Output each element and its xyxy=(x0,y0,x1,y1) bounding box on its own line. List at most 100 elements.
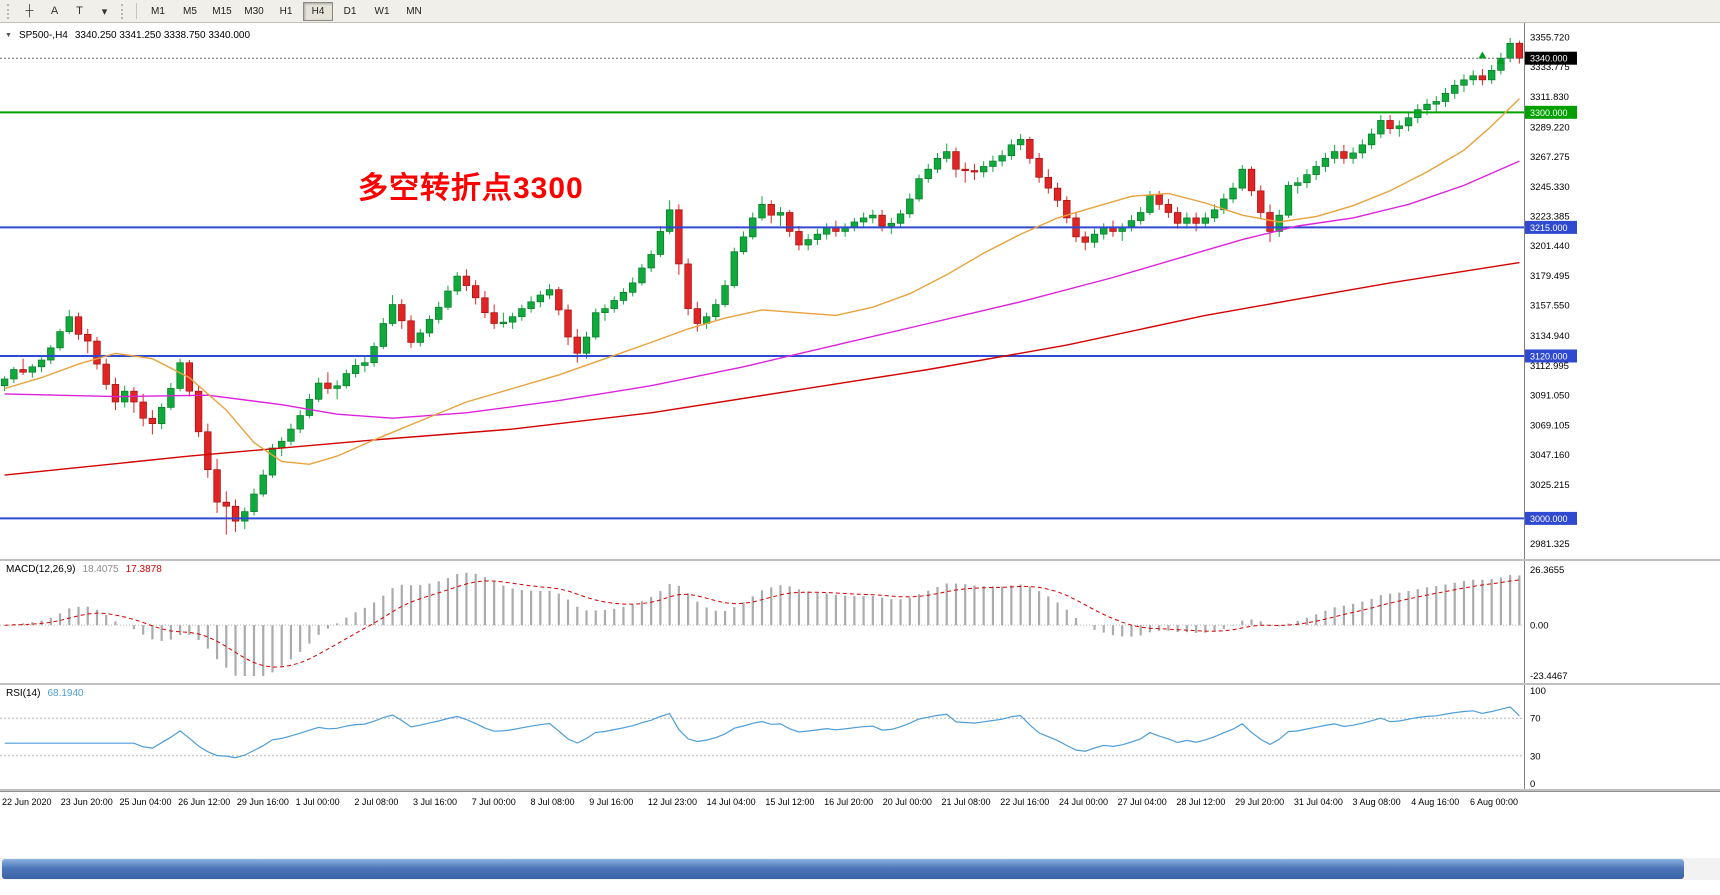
macd-axis-max: 26.3655 xyxy=(1530,565,1564,576)
time-label: 31 Jul 04:00 xyxy=(1293,797,1343,807)
time-axis[interactable]: 22 Jun 2020 23 Jun 20:00 25 Jun 04:00 26 Ju… xyxy=(0,791,1720,814)
price-tick: 3355.720 xyxy=(1530,32,1570,43)
time-label: 24 Jul 00:00 xyxy=(1058,797,1108,807)
time-label: 2 Jul 08:00 xyxy=(354,797,399,807)
horizontal-scrollbar-thumb[interactable] xyxy=(2,859,1684,879)
ma-mid-magenta xyxy=(4,160,1520,419)
time-label: 4 Aug 16:00 xyxy=(1411,797,1460,807)
price-tick: 3025.215 xyxy=(1530,480,1570,491)
time-label: 25 Jun 04:00 xyxy=(119,797,172,807)
rsi-header: RSI(14) 68.1940 xyxy=(6,688,84,699)
time-label: 29 Jun 16:00 xyxy=(236,797,289,807)
time-label: 23 Jun 20:00 xyxy=(60,797,113,807)
macd-axis-min: -23.4467 xyxy=(1530,671,1568,682)
text-tool-icon[interactable]: T xyxy=(76,5,83,17)
price-badge xyxy=(1525,105,1577,119)
price-badge-label: 3215.000 xyxy=(1530,223,1568,233)
time-label: 14 Jul 04:00 xyxy=(706,797,756,807)
price-tick: 3047.160 xyxy=(1530,450,1570,461)
ma-fast-orange xyxy=(4,98,1520,466)
text-label-tool-icon[interactable]: A xyxy=(50,5,59,17)
horizontal-scrollbar[interactable] xyxy=(0,858,1720,880)
chart-annotation: 多空转折点3300 xyxy=(358,172,584,205)
macd-label: MACD(12,26,9) xyxy=(6,564,76,575)
price-badge xyxy=(1525,220,1577,234)
rsi-axis-70: 70 xyxy=(1530,714,1541,725)
collapse-icon[interactable]: ▼ xyxy=(5,32,12,39)
timeframe-m5[interactable]: M5 xyxy=(183,5,197,17)
price-badge-label: 3340.000 xyxy=(1530,54,1568,64)
price-badge xyxy=(1525,349,1577,363)
toolbar-separator xyxy=(136,3,137,19)
price-tick: 2981.325 xyxy=(1530,539,1570,550)
time-label: 27 Jul 04:00 xyxy=(1117,797,1167,807)
toolbar-grip[interactable] xyxy=(7,3,13,19)
price-tick: 3289.220 xyxy=(1530,122,1570,133)
price-panel: 3355.720 3333.775 3311.830 3289.220 3267.275… xyxy=(0,23,1720,561)
time-label: 21 Jul 08:00 xyxy=(941,797,991,807)
time-label: 16 Jul 20:00 xyxy=(824,797,874,807)
price-tick: 3333.775 xyxy=(1530,62,1570,73)
price-badge-label: 3120.000 xyxy=(1530,351,1568,361)
timeframe-m30[interactable]: M30 xyxy=(244,5,264,17)
price-tick: 3267.275 xyxy=(1530,152,1570,163)
rsi-axis-0: 0 xyxy=(1530,779,1535,789)
price-tick: 3157.550 xyxy=(1530,301,1570,312)
ma-slow-red xyxy=(4,261,1520,476)
macd-header: MACD(12,26,9) 18.4075 17.3878 xyxy=(6,564,162,575)
time-label: 1 Jul 00:00 xyxy=(295,797,340,807)
time-label: 12 Jul 23:00 xyxy=(647,797,697,807)
rsi-axis-30: 30 xyxy=(1530,751,1541,762)
price-tick: 3069.105 xyxy=(1530,420,1570,431)
timeframe-w1[interactable]: W1 xyxy=(374,5,390,17)
time-label: 22 Jul 16:00 xyxy=(1000,797,1050,807)
time-label: 7 Jul 00:00 xyxy=(471,797,516,807)
macd-signal-value: 17.3878 xyxy=(125,564,162,575)
price-tick: 3134.940 xyxy=(1530,331,1570,342)
rsi-chart[interactable]: 100 70 30 0 xyxy=(0,685,1720,789)
timeframe-m1[interactable]: M1 xyxy=(151,5,165,17)
trade-arrow-icon xyxy=(1478,51,1487,59)
price-chart[interactable]: 3355.720 3333.775 3311.830 3289.220 3267.275… xyxy=(0,23,1720,559)
price-tick: 3245.330 xyxy=(1530,182,1570,193)
time-label: 6 Aug 00:00 xyxy=(1470,797,1519,807)
toolbar-grip-2[interactable] xyxy=(121,3,127,19)
time-label: 26 Jun 12:00 xyxy=(178,797,231,807)
macd-chart[interactable]: 26.3655 0.00 -23.4467 xyxy=(0,561,1720,683)
timeframe-m15[interactable]: M15 xyxy=(212,5,232,17)
rsi-value: 68.1940 xyxy=(47,688,84,699)
timeframe-mn[interactable]: MN xyxy=(406,5,422,17)
rsi-panel: 100 70 30 0 RSI(14) 68.1940 xyxy=(0,685,1720,791)
timeframe-d1[interactable]: D1 xyxy=(343,5,357,17)
toolbar: ┼ A T ▾ M1 M5 M15 M30 H1 H4 D1 W1 MN xyxy=(0,0,1720,23)
price-badge xyxy=(1525,51,1577,65)
time-label: 8 Jul 08:00 xyxy=(530,797,575,807)
price-badge-label: 3300.000 xyxy=(1530,108,1568,118)
macd-panel: 26.3655 0.00 -23.4467 MACD(12,26,9) 18.407… xyxy=(0,561,1720,685)
macd-main-value: 18.4075 xyxy=(82,564,119,575)
rsi-label: RSI(14) xyxy=(6,688,41,699)
timeframe-h4[interactable]: H4 xyxy=(303,1,333,21)
macd-axis-zero: 0.00 xyxy=(1530,621,1549,632)
price-tick: 3179.495 xyxy=(1530,271,1570,282)
time-label: 20 Jul 00:00 xyxy=(882,797,932,807)
time-label: 28 Jul 12:00 xyxy=(1176,797,1226,807)
price-tick: 3091.050 xyxy=(1530,391,1570,402)
macd-signal-line xyxy=(4,579,1520,668)
quote-ohlc: 3340.250 3341.250 3338.750 3340.000 xyxy=(74,30,251,41)
price-tick: 3201.440 xyxy=(1530,241,1570,252)
timeframe-h1[interactable]: H1 xyxy=(279,5,293,17)
time-label: 22 Jun 2020 xyxy=(2,797,52,807)
line-studies-toolbar: ┼ A T ▾ xyxy=(17,1,117,21)
time-label: 15 Jul 12:00 xyxy=(765,797,815,807)
price-badge-label: 3000.000 xyxy=(1530,514,1568,524)
quote-header: ▼ SP500-,H4 3340.250 3341.250 3338.750 3… xyxy=(5,30,250,41)
time-label: 3 Jul 16:00 xyxy=(413,797,458,807)
trade-arrow-icon xyxy=(1496,56,1505,64)
rsi-line xyxy=(4,706,1520,759)
crosshair-tool-icon[interactable]: ┼ xyxy=(25,5,34,17)
price-tick: 3112.995 xyxy=(1530,361,1569,372)
time-label: 29 Jul 20:00 xyxy=(1235,797,1285,807)
price-badge xyxy=(1525,511,1577,525)
objects-dropdown-icon[interactable]: ▾ xyxy=(101,5,108,18)
